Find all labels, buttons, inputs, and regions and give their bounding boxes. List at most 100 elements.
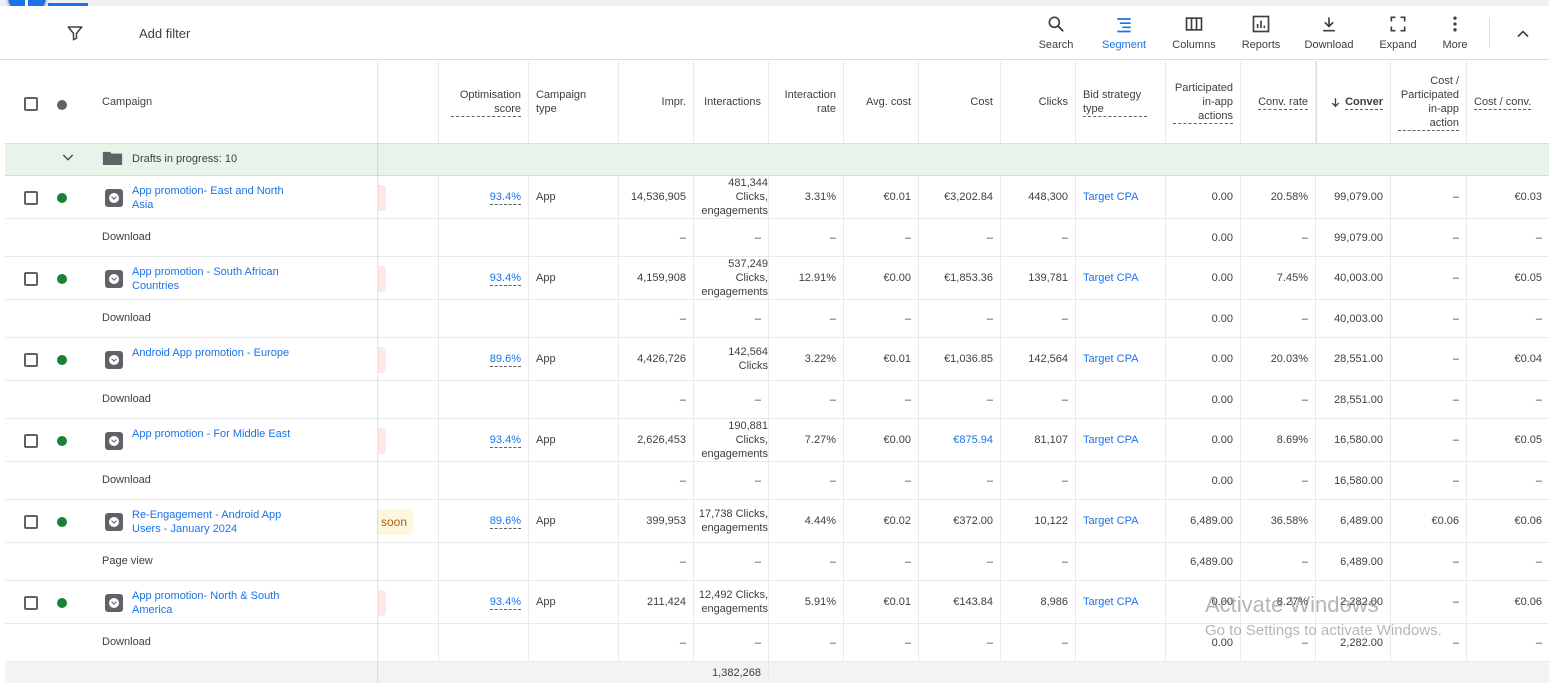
cell-opt-score[interactable]: 93.4% xyxy=(439,176,529,218)
cell-bid[interactable]: Target CPA xyxy=(1076,257,1166,299)
cell-cost-conv-value: €0.03 xyxy=(1514,191,1542,203)
drafts-row[interactable]: Drafts in progress: 10 xyxy=(5,144,1549,176)
sub-cell-conversions: 28,551.00 xyxy=(1316,381,1391,418)
sub-cell-value: 0.00 xyxy=(1211,312,1233,325)
campaign-name-link[interactable]: Android App promotion - Europe xyxy=(132,346,290,359)
cell-bid[interactable]: Target CPA xyxy=(1076,500,1166,542)
cell-opt-score[interactable]: 89.6% xyxy=(439,500,529,542)
sub-cell-value: – xyxy=(1452,636,1459,649)
campaign-row[interactable]: Android App promotion - Europe 89.6% App 4,… xyxy=(5,338,1549,381)
sub-cell-value: – xyxy=(1535,474,1542,487)
header-interaction-rate[interactable]: Interaction rate xyxy=(769,61,844,143)
reports-button[interactable]: Reports xyxy=(1230,14,1292,56)
sub-cell-value: – xyxy=(679,555,686,568)
sub-cell-value: – xyxy=(1535,555,1542,568)
cell-cost-participated: – xyxy=(1391,581,1467,623)
conversion-action-label: Download xyxy=(102,312,151,324)
header-avg-cost[interactable]: Avg. cost xyxy=(844,61,919,143)
campaign-name-link[interactable]: App promotion - South African Countries xyxy=(132,265,279,292)
cell-bid-value: Target CPA xyxy=(1083,272,1139,284)
campaign-row[interactable]: App promotion - South African Countries 9… xyxy=(5,257,1549,300)
chevron-down-icon[interactable] xyxy=(60,149,76,165)
cell-interactions: 142,564 Clicks xyxy=(694,338,769,380)
header-interactions[interactable]: Interactions xyxy=(694,61,769,143)
cell-bid[interactable]: Target CPA xyxy=(1076,581,1166,623)
cell-bid-value: Target CPA xyxy=(1083,353,1139,365)
sub-cell-cost-participated: – xyxy=(1391,462,1467,499)
status-enabled-dot xyxy=(57,273,67,284)
select-all-checkbox[interactable] xyxy=(24,97,38,111)
cell-conversions-value: 28,551.00 xyxy=(1334,353,1383,365)
header-cost-per-conv[interactable]: Cost / conv. xyxy=(1467,61,1549,143)
header-participated-actions[interactable]: Participated in-app actions xyxy=(1166,61,1241,143)
campaign-name-link[interactable]: App promotion - For Middle East xyxy=(132,427,291,440)
campaign-name-link[interactable]: App promotion- East and North Asia xyxy=(132,184,284,211)
cell-conv-rate: 8.27% xyxy=(1241,581,1316,623)
sub-cell-cost: – xyxy=(919,624,1001,661)
cell-type: App xyxy=(529,419,619,461)
cell-opt-score[interactable]: 93.4% xyxy=(439,257,529,299)
campaign-row[interactable]: App promotion- North & South America 93.4… xyxy=(5,581,1549,624)
campaign-row[interactable]: App promotion - For Middle East 93.4% App 2… xyxy=(5,419,1549,462)
header-impr-label: Impr. xyxy=(661,96,686,108)
header-bid-strategy-type[interactable]: Bid strategy type xyxy=(1076,61,1166,143)
row-checkbox[interactable] xyxy=(24,514,38,529)
sub-cell-clicks: – xyxy=(1001,381,1076,418)
filter-icon[interactable] xyxy=(66,24,84,42)
columns-button[interactable]: Columns xyxy=(1163,14,1225,56)
header-cost[interactable]: Cost xyxy=(919,61,1001,143)
add-filter-button[interactable]: Add filter xyxy=(139,26,191,41)
campaign-row[interactable]: Re-Engagement - Android App Users - Janu… xyxy=(5,500,1549,543)
sub-cell-type xyxy=(529,300,619,337)
sub-cell-value: – xyxy=(986,636,993,649)
sub-cell-conversions: 40,003.00 xyxy=(1316,300,1391,337)
total-interactions-cell: 1,382,268 xyxy=(694,662,769,683)
segment-button[interactable]: Segment xyxy=(1093,14,1155,56)
sub-cell-value: – xyxy=(904,555,911,568)
cell-bid[interactable]: Target CPA xyxy=(1076,338,1166,380)
row-checkbox[interactable] xyxy=(24,352,38,367)
cell-cost: €143.84 xyxy=(919,581,1001,623)
cell-conversions: 40,003.00 xyxy=(1316,257,1391,299)
header-campaign[interactable]: Campaign xyxy=(95,61,378,143)
cell-clicks: 139,781 xyxy=(1001,257,1076,299)
header-cost-per-participated[interactable]: Cost / Participated in-app action xyxy=(1391,61,1467,143)
row-checkbox[interactable] xyxy=(24,433,38,448)
cell-conv-rate: 20.03% xyxy=(1241,338,1316,380)
cell-avg-cost-value: €0.00 xyxy=(883,272,911,284)
more-button[interactable]: More xyxy=(1424,14,1486,56)
cell-opt-score[interactable]: 93.4% xyxy=(439,419,529,461)
cell-bid[interactable]: Target CPA xyxy=(1076,176,1166,218)
sub-cell-type xyxy=(529,543,619,580)
row-checkbox[interactable] xyxy=(24,271,38,286)
chevron-up-icon[interactable] xyxy=(1513,24,1533,44)
cell-conversions: 6,489.00 xyxy=(1316,500,1391,542)
cell-conv-rate-value: 36.58% xyxy=(1270,515,1308,527)
sub-cell-value: 16,580.00 xyxy=(1334,474,1383,487)
sub-cell-opt-score xyxy=(439,300,529,337)
header-optimisation-score[interactable]: Optimisation score xyxy=(439,61,529,143)
header-conversions[interactable]: Conver xyxy=(1316,61,1391,143)
header-impr[interactable]: Impr. xyxy=(619,61,694,143)
cell-cost-participated: €0.06 xyxy=(1391,500,1467,542)
campaign-row[interactable]: App promotion- East and North Asia 93.4% A… xyxy=(5,176,1549,219)
download-button[interactable]: Download xyxy=(1298,14,1360,56)
campaign-name-link[interactable]: App promotion- North & South America xyxy=(132,589,280,616)
header-clicks[interactable]: Clicks xyxy=(1001,61,1076,143)
sub-cell-bid xyxy=(1076,543,1166,580)
expand-button[interactable]: Expand xyxy=(1367,14,1429,56)
campaign-name-link[interactable]: Re-Engagement - Android App Users - Janu… xyxy=(132,508,282,535)
sub-cell-clicks: – xyxy=(1001,624,1076,661)
cell-bid[interactable]: Target CPA xyxy=(1076,419,1166,461)
row-checkbox[interactable] xyxy=(24,190,38,205)
status-spacer-cell xyxy=(378,257,439,299)
cell-opt-score[interactable]: 89.6% xyxy=(439,338,529,380)
cell-clicks-value: 448,300 xyxy=(1028,191,1068,203)
cell-opt-score[interactable]: 93.4% xyxy=(439,581,529,623)
row-checkbox[interactable] xyxy=(24,595,38,610)
conversion-action-label: Download xyxy=(102,231,151,243)
header-campaign-type[interactable]: Campaign type xyxy=(529,61,619,143)
search-button[interactable]: Search xyxy=(1025,14,1087,56)
columns-label: Columns xyxy=(1172,39,1216,51)
header-conv-rate[interactable]: Conv. rate xyxy=(1241,61,1316,143)
